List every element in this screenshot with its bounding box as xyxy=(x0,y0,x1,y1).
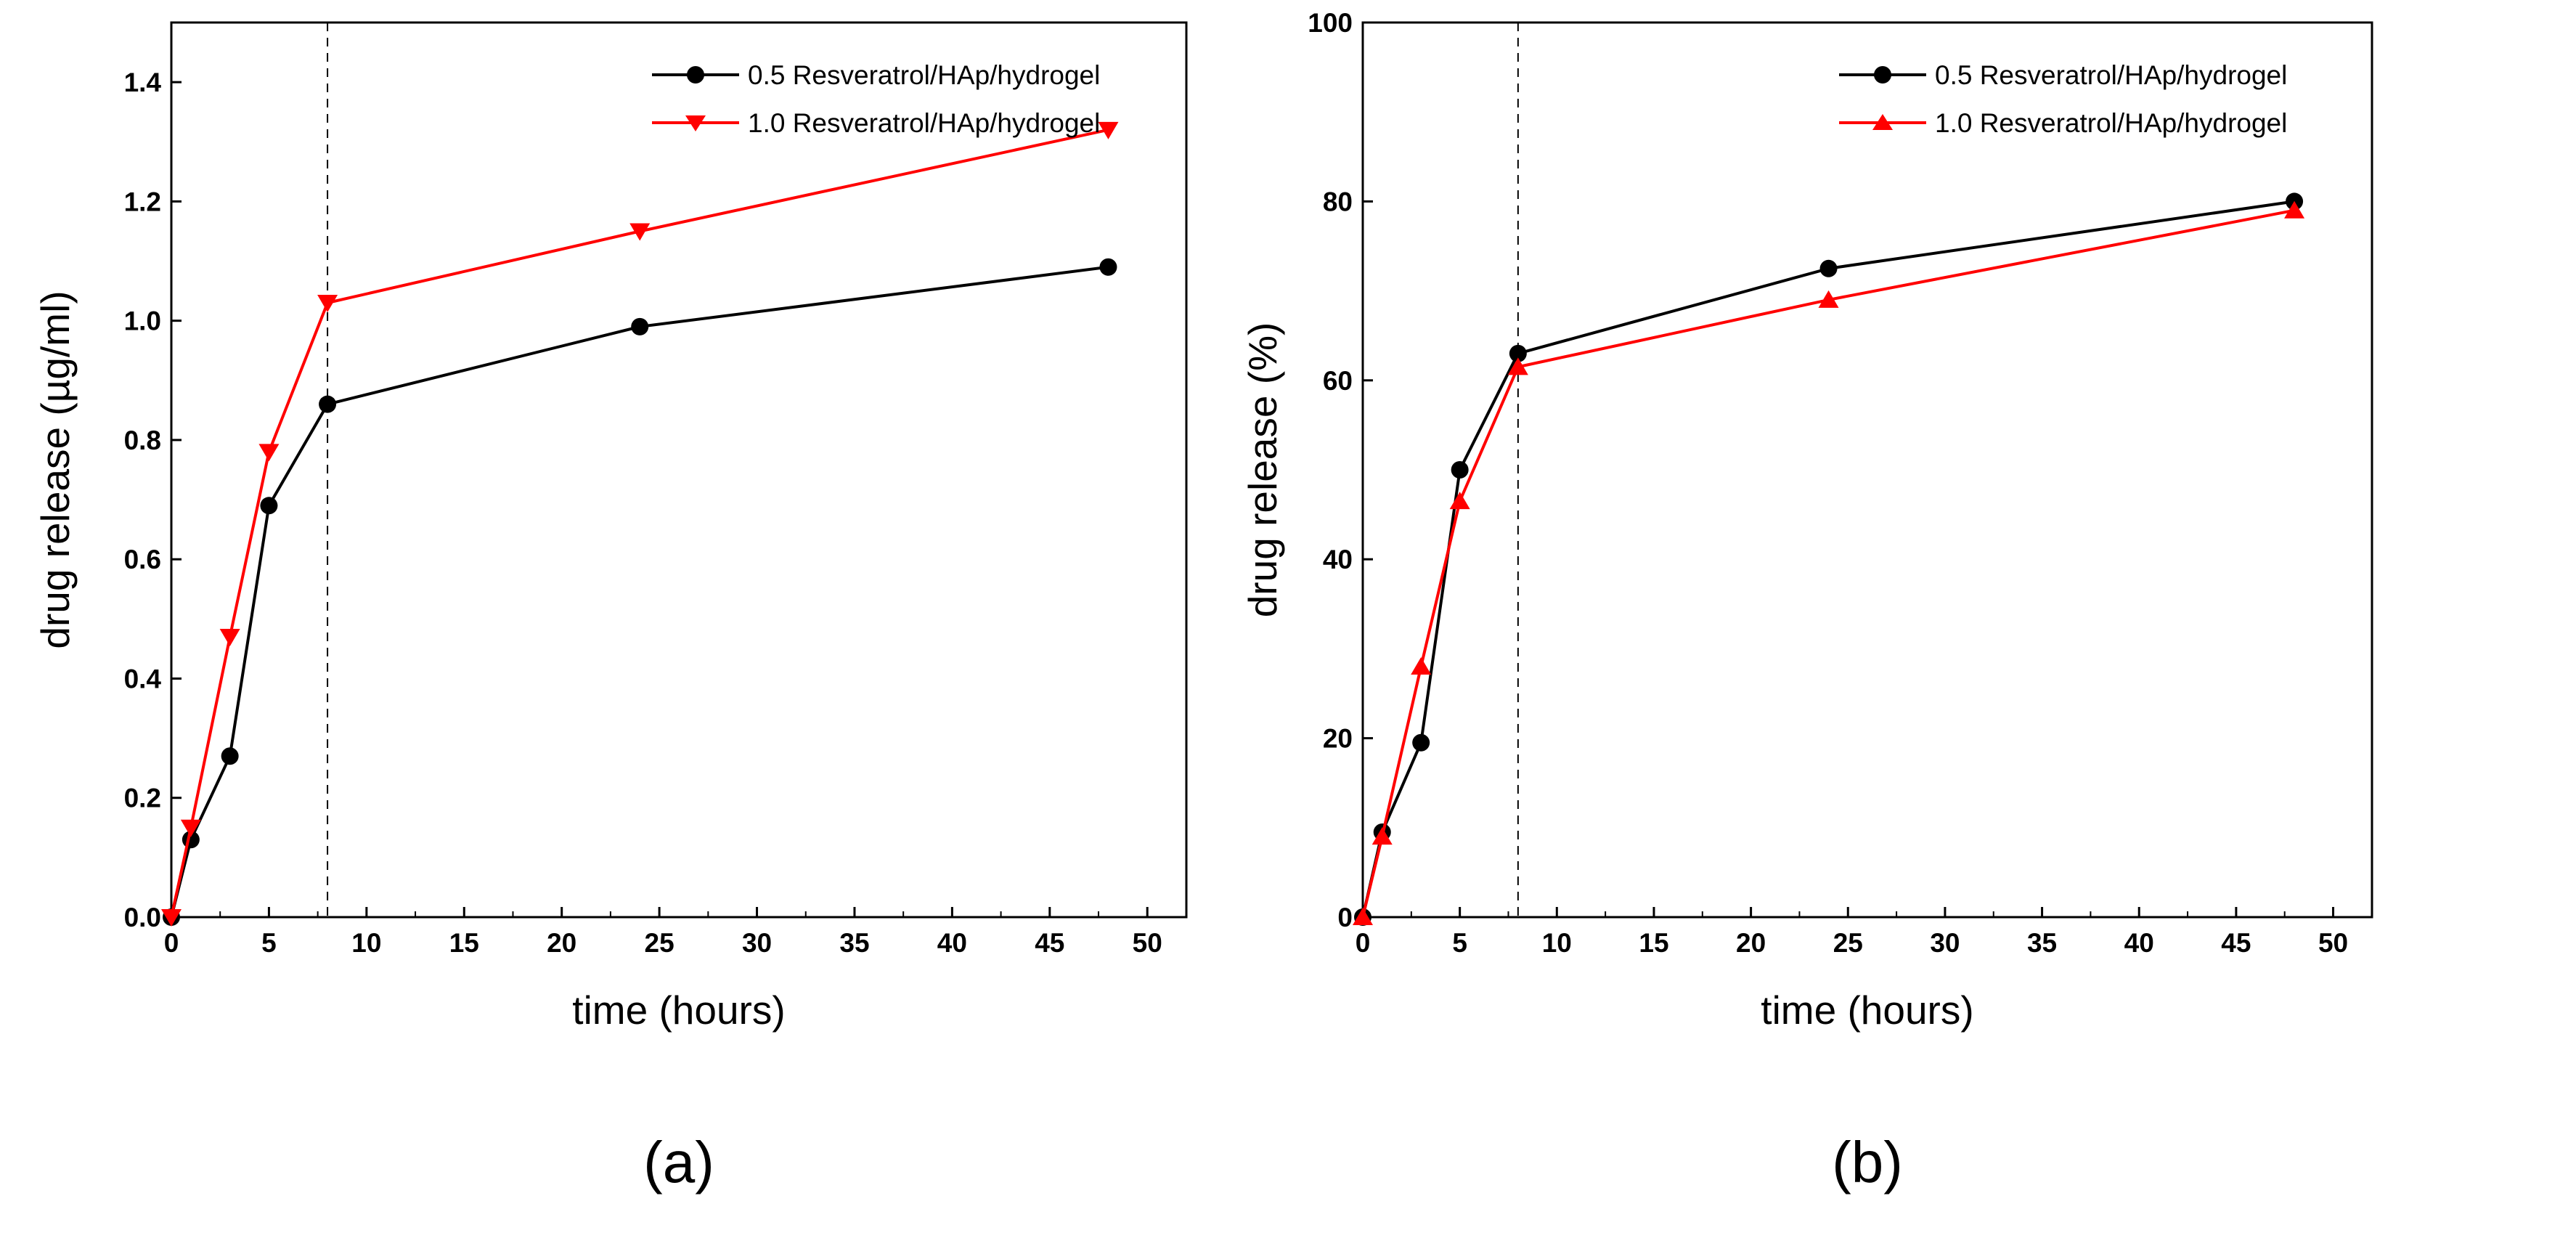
data-point-b-1-4 xyxy=(1507,357,1528,375)
x-tick-label-a-4: 20 xyxy=(547,928,576,958)
legend-a: 0.5 Resveratrol/HAp/hydrogel 1.0 Resvera… xyxy=(652,60,1100,138)
data-point-a-0-4 xyxy=(319,395,337,413)
data-point-a-0-3 xyxy=(260,497,278,515)
x-tick-label-b-6: 30 xyxy=(1930,928,1960,958)
legend-label-b-1: 1.0 Resveratrol/HAp/hydrogel xyxy=(1935,108,2287,138)
y-axis-title-a: drug release (µg/ml) xyxy=(33,290,78,648)
x-tick-label-a-6: 30 xyxy=(742,928,772,958)
x-tick-label-a-3: 15 xyxy=(449,928,479,958)
x-tick-label-a-9: 45 xyxy=(1035,928,1064,958)
x-tick-label-b-4: 20 xyxy=(1736,928,1766,958)
x-tick-label-b-10: 50 xyxy=(2318,928,2348,958)
series-layer-a xyxy=(161,23,1119,927)
series-line-b-0 xyxy=(1361,200,2295,918)
x-tick-label-a-2: 10 xyxy=(351,928,381,958)
axis-ticks-a: 0 5 10 15 20 25 30 35 40 45 50 0.0 0.2 0.4 0.6 0.8 1.0 1.… xyxy=(124,68,1162,958)
data-point-b-0-2 xyxy=(1412,733,1430,752)
data-point-a-0-6 xyxy=(1099,258,1117,276)
x-tick-label-a-8: 40 xyxy=(937,928,967,958)
data-point-b-0-4 xyxy=(1509,344,1527,362)
axis-ticks-b: 0 5 10 15 20 25 30 35 40 45 50 0 20 40 60 80 100 xyxy=(1308,8,2348,958)
y-tick-label-a-5: 1.0 xyxy=(124,306,161,336)
x-tick-label-a-1: 5 xyxy=(261,928,277,958)
x-tick-label-b-3: 15 xyxy=(1639,928,1668,958)
y-tick-label-b-3: 60 xyxy=(1323,366,1353,396)
data-point-b-1-2 xyxy=(1411,657,1432,675)
data-point-a-1-0 xyxy=(161,909,182,927)
series-layer-b xyxy=(1353,23,2305,926)
y-tick-label-b-0: 0 xyxy=(1337,903,1353,932)
x-tick-label-a-0: 0 xyxy=(164,928,179,958)
chart-panel-a: 0 5 10 15 20 25 30 35 40 45 50 0.0 0.2 0.4 0.6 0.8 1.0 1.… xyxy=(33,21,1188,1195)
chart-panel-b: 0 5 10 15 20 25 30 35 40 45 50 0 20 40 60 80 100 time (h… xyxy=(1240,8,2373,1195)
panel-label-b: (b) xyxy=(1832,1130,1903,1195)
data-point-b-1-6 xyxy=(2284,200,2305,219)
y-tick-label-a-3: 0.6 xyxy=(124,545,161,574)
y-tick-label-a-0: 0.0 xyxy=(124,903,161,932)
x-tick-label-b-8: 40 xyxy=(2124,928,2154,958)
legend-label-a-1: 1.0 Resveratrol/HAp/hydrogel xyxy=(748,108,1100,138)
data-point-a-1-5 xyxy=(629,223,651,241)
legend-b: 0.5 Resveratrol/HAp/hydrogel 1.0 Resvera… xyxy=(1839,60,2287,138)
data-point-b-1-0 xyxy=(1353,908,1373,925)
plot-frame-b xyxy=(1361,21,2373,919)
x-tick-label-a-10: 50 xyxy=(1133,928,1162,958)
data-point-b-1-3 xyxy=(1449,492,1470,510)
data-point-b-1-1 xyxy=(1371,827,1393,845)
y-tick-label-a-4: 0.8 xyxy=(124,426,161,455)
x-tick-label-b-0: 0 xyxy=(1356,928,1371,958)
y-tick-label-a-1: 0.2 xyxy=(124,784,161,813)
data-point-a-1-4 xyxy=(317,295,338,313)
y-tick-label-b-2: 40 xyxy=(1323,545,1353,574)
data-point-a-1-1 xyxy=(180,819,201,837)
x-axis-title-b: time (hours) xyxy=(1761,988,1973,1033)
data-point-a-0-2 xyxy=(221,747,239,765)
legend-marker-a-0 xyxy=(687,66,704,84)
series-line-b-1 xyxy=(1361,208,2295,918)
x-tick-label-b-2: 10 xyxy=(1542,928,1572,958)
x-tick-label-b-7: 35 xyxy=(2027,928,2057,958)
panel-label-a: (a) xyxy=(643,1130,714,1195)
data-point-b-0-5 xyxy=(1819,259,1838,277)
x-tick-label-a-7: 35 xyxy=(839,928,869,958)
data-point-a-1-3 xyxy=(258,444,280,462)
legend-marker-a-1 xyxy=(685,115,706,131)
y-tick-label-a-6: 1.2 xyxy=(124,187,161,216)
data-point-a-0-5 xyxy=(631,317,649,335)
legend-marker-b-0 xyxy=(1874,66,1891,84)
series-line-a-1 xyxy=(170,128,1109,918)
x-axis-title-a: time (hours) xyxy=(572,988,785,1033)
legend-label-a-0: 0.5 Resveratrol/HAp/hydrogel xyxy=(748,60,1100,90)
plot-frame-a xyxy=(170,21,1188,919)
x-tick-label-b-5: 25 xyxy=(1833,928,1863,958)
y-tick-label-a-2: 0.4 xyxy=(124,664,162,693)
y-tick-label-a-7: 1.4 xyxy=(124,68,162,97)
x-tick-label-b-9: 45 xyxy=(2221,928,2251,958)
data-point-b-0-3 xyxy=(1451,461,1469,479)
y-axis-title-b: drug release (%) xyxy=(1240,322,1285,618)
data-point-a-1-2 xyxy=(219,628,240,646)
data-point-a-1-6 xyxy=(1098,121,1119,139)
x-tick-label-a-5: 25 xyxy=(645,928,674,958)
legend-label-b-0: 0.5 Resveratrol/HAp/hydrogel xyxy=(1935,60,2287,90)
y-tick-label-b-5: 100 xyxy=(1308,8,1353,38)
y-tick-label-b-4: 80 xyxy=(1323,187,1353,216)
data-point-b-1-5 xyxy=(1818,290,1839,308)
series-line-a-0 xyxy=(170,265,1109,918)
legend-marker-b-1 xyxy=(1872,114,1893,130)
y-tick-label-b-1: 20 xyxy=(1323,724,1353,754)
x-tick-label-b-1: 5 xyxy=(1452,928,1467,958)
